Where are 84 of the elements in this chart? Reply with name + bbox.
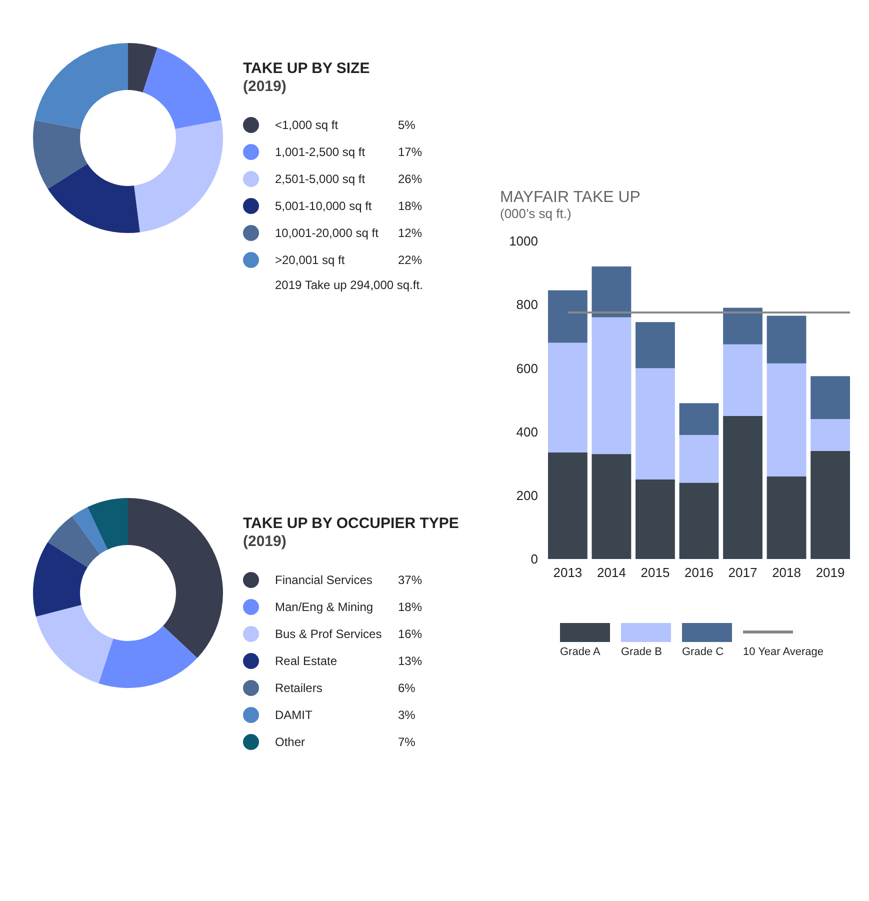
x-tick-label: 2015 — [640, 565, 670, 580]
donut-slice — [128, 498, 223, 658]
y-tick-label: 0 — [530, 552, 538, 567]
donut-slice — [48, 164, 140, 233]
bar — [723, 344, 762, 416]
legend-label: Financial Services — [275, 573, 372, 587]
data-label: 7% — [398, 735, 416, 749]
bar — [810, 419, 850, 451]
legend-label: Retailers — [275, 681, 322, 695]
donut-slice — [33, 120, 88, 189]
x-tick-label: 2017 — [728, 565, 758, 580]
bar — [723, 308, 762, 344]
legend-label: Bus & Prof Services — [275, 627, 382, 641]
legend-label: Man/Eng & Mining — [275, 600, 374, 614]
data-label: 18% — [398, 600, 422, 614]
x-tick-label: 2014 — [597, 565, 626, 580]
donut-slice — [36, 604, 114, 684]
y-tick-label: 400 — [516, 424, 538, 440]
data-label: 3% — [398, 708, 416, 722]
x-tick-label: 2019 — [816, 565, 845, 580]
donut-slice — [34, 43, 128, 130]
y-tick-label: 200 — [516, 488, 538, 503]
bar — [766, 363, 806, 476]
text: TAKE UP BY OCCUPIER TYPE — [243, 515, 459, 532]
bar — [766, 476, 806, 559]
bar — [636, 368, 675, 480]
y-tick-label: 600 — [516, 360, 538, 376]
bar — [723, 416, 762, 559]
bar — [679, 482, 719, 559]
data-label: 12% — [398, 226, 422, 240]
x-tick-label: 2016 — [684, 565, 714, 580]
text: TAKE UP BY SIZE — [243, 60, 370, 77]
bar — [548, 342, 588, 452]
text: 2019 Take up 294,000 sq.ft. — [275, 278, 423, 292]
legend-label: Other — [275, 735, 306, 749]
bar — [810, 376, 850, 420]
x-tick-label: 2018 — [772, 565, 801, 580]
legend-label: DAMIT — [275, 708, 313, 722]
legend-label: 2,501-5,000 sq ft — [275, 172, 366, 186]
chart-title: MAYFAIR TAKE UP — [500, 189, 640, 206]
donut-slice — [33, 542, 88, 617]
bar — [766, 316, 806, 364]
legend-label: Grade C — [682, 646, 724, 658]
legend-label: <1,000 sq ft — [275, 118, 339, 132]
legend-label: 10,001-20,000 sq ft — [275, 226, 380, 240]
donut-slice — [142, 48, 222, 130]
donut-slice — [72, 507, 108, 554]
bar — [679, 403, 719, 435]
donut-slice — [88, 498, 128, 550]
y-tick-label: 800 — [516, 297, 538, 312]
donut-slice — [128, 43, 158, 92]
bar — [810, 450, 850, 559]
x-tick-label: 2013 — [553, 565, 582, 580]
data-label: 17% — [398, 145, 422, 159]
bar — [592, 317, 632, 454]
donut-slice — [98, 626, 198, 688]
bar — [592, 266, 632, 318]
legend-label: Grade B — [621, 646, 662, 658]
donut-slice — [48, 516, 100, 568]
y-tick-label: 1000 — [509, 234, 538, 249]
bar — [548, 290, 588, 343]
legend-label: >20,001 sq ft — [275, 253, 346, 267]
data-label: 26% — [398, 172, 422, 186]
bar — [636, 480, 675, 559]
data-label: 13% — [398, 654, 422, 668]
chart-subtitle: (000’s sq ft.) — [500, 206, 572, 221]
legend-label: 10 Year Average — [743, 646, 824, 658]
bar — [548, 452, 588, 559]
data-label: 22% — [398, 253, 422, 267]
data-label: 16% — [398, 627, 422, 641]
bar — [592, 454, 632, 559]
legend-label: 5,001-10,000 sq ft — [275, 199, 372, 213]
data-label: 37% — [398, 573, 422, 587]
data-label: 18% — [398, 199, 422, 213]
legend-label: 1,001-2,500 sq ft — [275, 145, 366, 159]
bar — [636, 322, 675, 368]
text: (2019) — [243, 78, 286, 95]
data-label: 6% — [398, 681, 416, 695]
legend-label: Grade A — [560, 646, 602, 658]
donut-slice — [134, 120, 223, 232]
data-label: 5% — [398, 118, 416, 132]
text: (2019) — [243, 533, 286, 550]
legend-label: Real Estate — [275, 654, 338, 668]
bar — [679, 434, 719, 483]
